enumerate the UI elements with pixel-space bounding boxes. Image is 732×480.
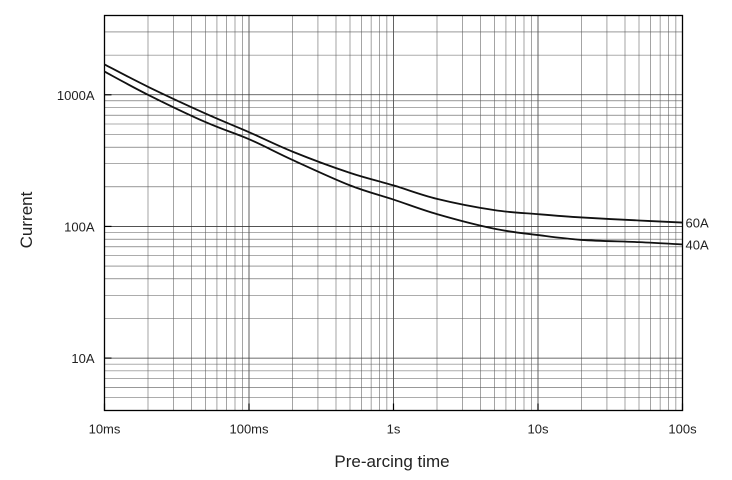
- x-tick-label: 100ms: [229, 422, 269, 437]
- y-tick-label: 1000A: [57, 88, 95, 103]
- x-tick-label: 10ms: [89, 422, 121, 437]
- x-axis: 10ms 100ms 1s 10s 100s: [89, 403, 697, 437]
- x-tick-label: 1s: [387, 422, 401, 437]
- series-label-40a: 40A: [686, 237, 709, 252]
- y-tick-label: 10A: [71, 351, 94, 366]
- y-axis-title: Current: [17, 191, 36, 248]
- x-tick-label: 10s: [528, 422, 549, 437]
- series-label-60a: 60A: [686, 216, 709, 231]
- series-line-40a: [104, 70, 683, 246]
- y-tick-label: 100A: [64, 219, 95, 234]
- series-line-60a: [104, 63, 683, 224]
- x-axis-title: Pre-arcing time: [334, 452, 449, 471]
- grid: [104, 15, 683, 411]
- y-axis: 10A 100A 1000A: [57, 88, 112, 366]
- x-tick-label: 100s: [668, 422, 697, 437]
